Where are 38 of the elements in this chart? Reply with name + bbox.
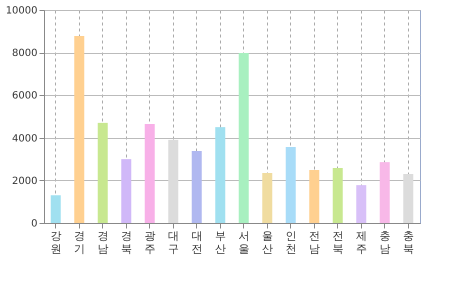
bar [286,146,296,223]
y-tick-label: 10000 [6,6,38,16]
bar [168,140,178,223]
y-tick-label: 4000 [12,133,38,144]
bar [356,185,366,223]
x-tick-label: 제주 [356,230,367,256]
bar [332,168,343,223]
x-tick-label: 경남 [97,230,108,256]
y-tick-label: 8000 [12,48,38,60]
x-tick-label: 충남 [379,230,390,256]
x-tick-label: 강원 [50,230,62,256]
x-tick-label: 대구 [168,230,179,256]
bar [262,172,272,223]
x-tick-label: 전남 [308,230,320,256]
bar [74,36,84,223]
x-tick-label: 전북 [332,230,344,256]
bar [121,159,132,223]
x-tick-label: 대전 [191,230,202,256]
bar [192,151,202,223]
bar [98,122,108,223]
x-tick-label: 인천 [285,230,296,256]
x-tick-label: 경기 [74,230,85,256]
y-tick-label: 6000 [12,90,38,102]
bar [50,195,61,223]
bar [380,162,390,223]
bar [238,53,249,223]
x-tick-label: 광주 [144,230,156,256]
bar [403,174,414,223]
bar [309,170,320,223]
bar [144,124,155,223]
y-tick-label: 2000 [12,176,38,187]
y-tick-label: 0 [31,218,38,230]
x-tick-label: 서울 [238,230,250,256]
x-tick-label: 충북 [402,230,414,256]
x-tick-label: 울산 [262,230,273,256]
bar [215,127,226,223]
x-tick-label: 경북 [120,230,132,256]
x-tick-label: 부산 [214,230,226,256]
